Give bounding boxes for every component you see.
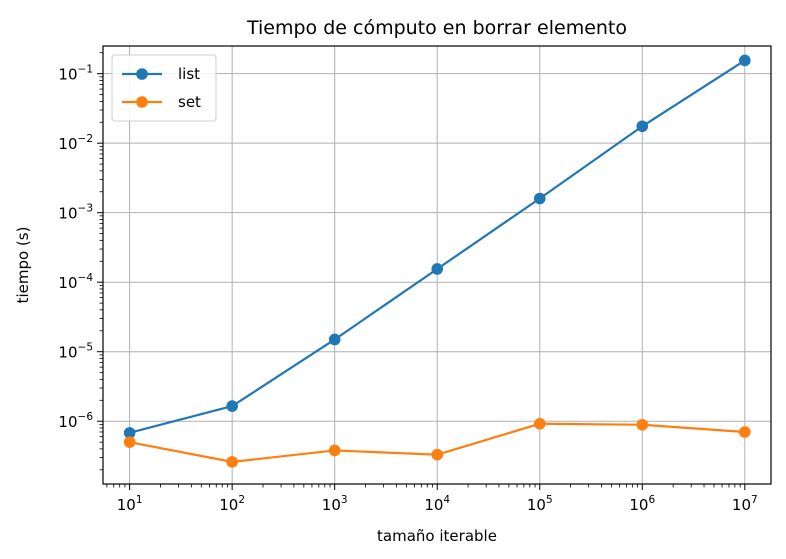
data-point-list-2	[328, 333, 341, 346]
y-tick-label-2: 10−4	[58, 272, 93, 292]
legend-marker-list	[136, 68, 148, 80]
x-axis-ticks: 101 102 103 104 105 106 107	[117, 484, 758, 514]
data-point-set-0	[123, 436, 136, 448]
legend: list set	[111, 54, 217, 122]
data-point-list-1	[226, 400, 238, 412]
chart-title: Tiempo de cómputo en borrar elemento	[246, 17, 627, 39]
x-tick-label-2: 103	[322, 494, 348, 514]
y-tick-label-4: 10−2	[58, 133, 93, 153]
data-point-set-6	[739, 426, 751, 438]
legend-marker-set	[136, 96, 148, 108]
data-point-list-6	[739, 54, 751, 67]
legend-box	[111, 54, 217, 122]
x-tick-label-5: 106	[629, 494, 655, 514]
x-tick-label-4: 105	[527, 494, 553, 514]
y-axis-ticks: 10−6 10−5 10−4 10−3 10−2 10−1	[58, 64, 103, 431]
x-tick-label-6: 107	[732, 494, 758, 514]
grid	[103, 46, 771, 484]
y-tick-label-0: 10−6	[58, 411, 93, 431]
data-point-list-3	[431, 263, 444, 275]
data-point-set-4	[533, 417, 546, 430]
legend-label-set: set	[178, 93, 201, 111]
data-point-list-5	[636, 120, 649, 133]
y-axis-label: tiempo (s)	[14, 227, 32, 304]
data-point-set-3	[431, 448, 444, 461]
data-point-set-1	[226, 456, 238, 468]
data-point-set-2	[328, 444, 341, 457]
series-layer	[123, 54, 751, 468]
y-tick-label-1: 10−5	[58, 342, 93, 362]
x-axis-label: tamaño iterable	[377, 527, 497, 545]
y-tick-label-3: 10−3	[58, 203, 93, 223]
y-tick-label-5: 10−1	[58, 64, 93, 84]
legend-label-list: list	[178, 65, 200, 83]
data-point-set-5	[636, 418, 649, 431]
data-point-list-4	[533, 192, 546, 205]
x-tick-label-0: 101	[117, 494, 143, 514]
data-point-list-0	[123, 427, 136, 439]
x-tick-label-1: 102	[219, 494, 245, 514]
x-tick-label-3: 104	[424, 494, 450, 514]
